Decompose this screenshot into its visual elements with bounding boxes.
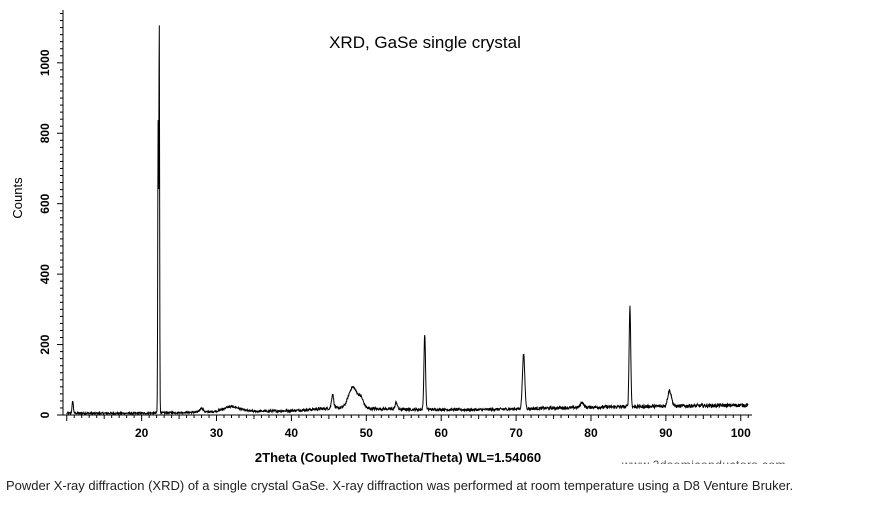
y-tick-label: 600 [38,193,52,213]
x-tick-label: 40 [285,426,299,440]
y-tick-label: 1000 [38,49,52,76]
y-tick-label: 0 [38,411,52,418]
watermark: www.2dsemiconductors.com [622,456,786,464]
chart-title: XRD, GaSe single crystal [329,33,521,52]
figure-caption: Powder X-ray diffraction (XRD) of a sing… [6,478,794,493]
xrd-chart: XRD, GaSe single crystal 0 200 400 600 800 10… [10,10,752,465]
x-tick-label: 50 [360,426,374,440]
x-tick-label: 70 [509,426,523,440]
xrd-pattern-line [66,25,749,417]
x-tick-label: 60 [435,426,449,440]
y-tick-label: 800 [38,123,52,143]
x-axis-label: 2Theta (Coupled TwoTheta/Theta) WL=1.540… [255,450,541,465]
y-axis-label: Counts [10,177,25,219]
x-tick-label: 100 [731,426,751,440]
y-axis: 0 200 400 600 800 1000 [38,10,64,418]
y-tick-label: 200 [38,334,52,354]
x-tick-label: 30 [210,426,224,440]
x-tick-label: 20 [135,426,149,440]
x-tick-label: 90 [659,426,673,440]
x-axis: 20 30 40 50 60 70 80 90 100 [63,414,752,440]
y-tick-label: 400 [38,264,52,284]
x-tick-label: 80 [584,426,598,440]
plot-area [66,25,749,417]
